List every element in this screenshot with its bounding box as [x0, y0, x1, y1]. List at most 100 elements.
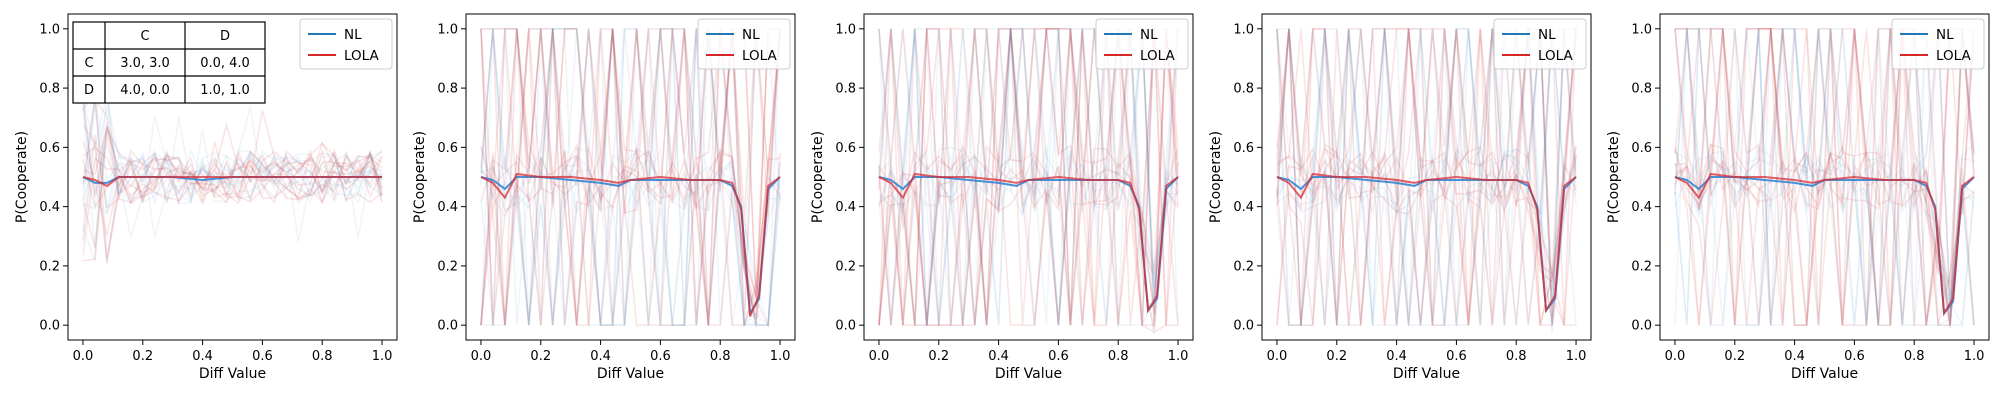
lola-run-trace — [1674, 28, 1975, 326]
lola-run-trace — [82, 132, 383, 262]
legend-label-nl: NL — [1936, 27, 1954, 43]
series-line-lola — [82, 176, 382, 188]
axes-frame — [465, 13, 796, 341]
plot-area — [1674, 28, 1975, 329]
lola-run-trace — [480, 28, 780, 326]
nl-run-trace — [480, 28, 781, 327]
nl-run-trace — [1674, 28, 1975, 326]
x-tick-label: 0.0 — [73, 349, 94, 364]
subplot-4: 0.0 0.2 0.4 0.6 0.8 1.0 0.0 0.2 0.4 0.6 0.8 1.0 Diff… — [1208, 13, 1592, 382]
x-axis-label: Diff Value — [597, 366, 664, 382]
y-tick-label: 0.4 — [1233, 200, 1254, 215]
legend-frame — [299, 18, 393, 70]
y-tick-label: 0.2 — [1233, 259, 1254, 274]
y-tick-label: 0.4 — [437, 200, 458, 215]
x-tick-label: 0.6 — [1446, 349, 1467, 364]
nl-run-trace — [878, 28, 1179, 326]
y-tick-label: 0.2 — [1631, 259, 1652, 274]
y-tick-label: 0.0 — [437, 319, 458, 334]
y-tick-label: 0.4 — [835, 200, 856, 215]
y-tick-label: 0.6 — [1233, 141, 1254, 156]
y-tick-label: 0.2 — [39, 259, 60, 274]
lola-run-trace — [878, 28, 1179, 326]
lola-run-trace — [878, 28, 1179, 326]
x-tick-label: 0.2 — [530, 349, 551, 364]
x-tick-label: 0.4 — [1386, 349, 1407, 364]
subplot-5: 0.0 0.2 0.4 0.6 0.8 1.0 0.0 0.2 0.4 0.6 0.8 1.0 Diff… — [1606, 13, 1990, 382]
table-cell: 1.0, 1.0 — [200, 83, 250, 98]
y-tick-label: 0.0 — [39, 319, 60, 334]
nl-run-trace — [82, 108, 383, 204]
lola-run-trace — [1675, 28, 1975, 326]
nl-run-trace — [1276, 28, 1576, 326]
nl-run-trace — [878, 28, 1179, 326]
lola-run-trace — [878, 28, 1179, 333]
nl-run-trace — [1674, 28, 1975, 326]
nl-run-trace — [1276, 28, 1577, 326]
y-tick-label: 0.2 — [835, 259, 856, 274]
nl-run-trace — [480, 28, 781, 326]
y-tick-label: 0.0 — [1233, 319, 1254, 334]
nl-run-trace — [82, 89, 383, 251]
legend-label-lola: LOLA — [1538, 48, 1573, 64]
y-tick-label: 0.0 — [1631, 319, 1652, 334]
y-tick-label: 0.8 — [1631, 82, 1652, 97]
lola-run-trace — [82, 97, 383, 206]
lola-run-trace — [82, 149, 383, 209]
nl-run-trace — [82, 102, 383, 232]
lola-run-trace — [82, 140, 383, 237]
lola-run-trace — [1276, 28, 1577, 326]
legend: NL LOLA — [1891, 18, 1985, 70]
y-tick-label: 0.6 — [39, 141, 60, 156]
x-tick-label: 1.0 — [1566, 349, 1587, 364]
x-axis-label: Diff Value — [1393, 366, 1460, 382]
y-tick-label: 0.8 — [39, 82, 60, 97]
lola-run-trace — [1276, 28, 1577, 326]
legend-label-nl: NL — [344, 27, 362, 43]
series-line-lola — [1674, 172, 1975, 317]
nl-run-trace — [82, 92, 383, 207]
x-axis-label: Diff Value — [995, 366, 1062, 382]
lola-run-trace — [480, 28, 780, 326]
series-line-lola — [480, 172, 781, 317]
nl-run-trace — [1276, 28, 1576, 326]
lola-run-trace — [82, 126, 383, 248]
x-tick-label: 0.2 — [132, 349, 153, 364]
x-tick-label: 0.8 — [710, 349, 731, 364]
lola-run-trace — [82, 124, 383, 263]
y-tick-label: 0.4 — [1631, 200, 1652, 215]
x-tick-label: 0.2 — [1326, 349, 1347, 364]
nl-run-trace — [480, 28, 781, 326]
legend: NL LOLA — [299, 18, 393, 70]
nl-run-trace — [480, 28, 781, 326]
plot-area — [878, 28, 1179, 334]
axes-frame — [863, 13, 1194, 341]
x-tick-label: 0.0 — [869, 349, 890, 364]
subplot-1: 0.0 0.2 0.4 0.6 0.8 1.0 0.0 0.2 0.4 0.6 0.8 1.0 Diff… — [14, 13, 398, 382]
x-tick-label: 0.2 — [928, 349, 949, 364]
nl-run-trace — [1674, 28, 1975, 326]
y-tick-label: 0.2 — [437, 259, 458, 274]
nl-run-trace — [1276, 28, 1576, 326]
lola-run-trace — [82, 89, 383, 259]
x-tick-label: 0.6 — [650, 349, 671, 364]
lola-run-trace — [82, 150, 383, 256]
nl-run-trace — [480, 28, 781, 330]
nl-run-trace — [878, 28, 1179, 334]
plot-area — [82, 89, 383, 264]
lola-run-trace — [878, 28, 1179, 326]
table-row-header: C — [84, 56, 93, 71]
lola-run-trace — [82, 146, 383, 206]
x-tick-label: 0.2 — [1724, 349, 1745, 364]
lola-run-trace — [878, 28, 1179, 326]
nl-run-trace — [82, 93, 383, 206]
y-axis-label: P(Cooperate) — [412, 131, 428, 223]
legend-frame — [697, 18, 791, 70]
lola-run-trace — [878, 28, 1179, 326]
x-tick-label: 0.8 — [1506, 349, 1527, 364]
nl-run-trace — [480, 28, 781, 328]
subplot-2: 0.0 0.2 0.4 0.6 0.8 1.0 0.0 0.2 0.4 0.6 0.8 1.0 Diff… — [412, 13, 796, 382]
x-tick-label: 0.0 — [1665, 349, 1686, 364]
lola-run-trace — [1276, 28, 1577, 326]
x-tick-label: 0.4 — [1784, 349, 1805, 364]
